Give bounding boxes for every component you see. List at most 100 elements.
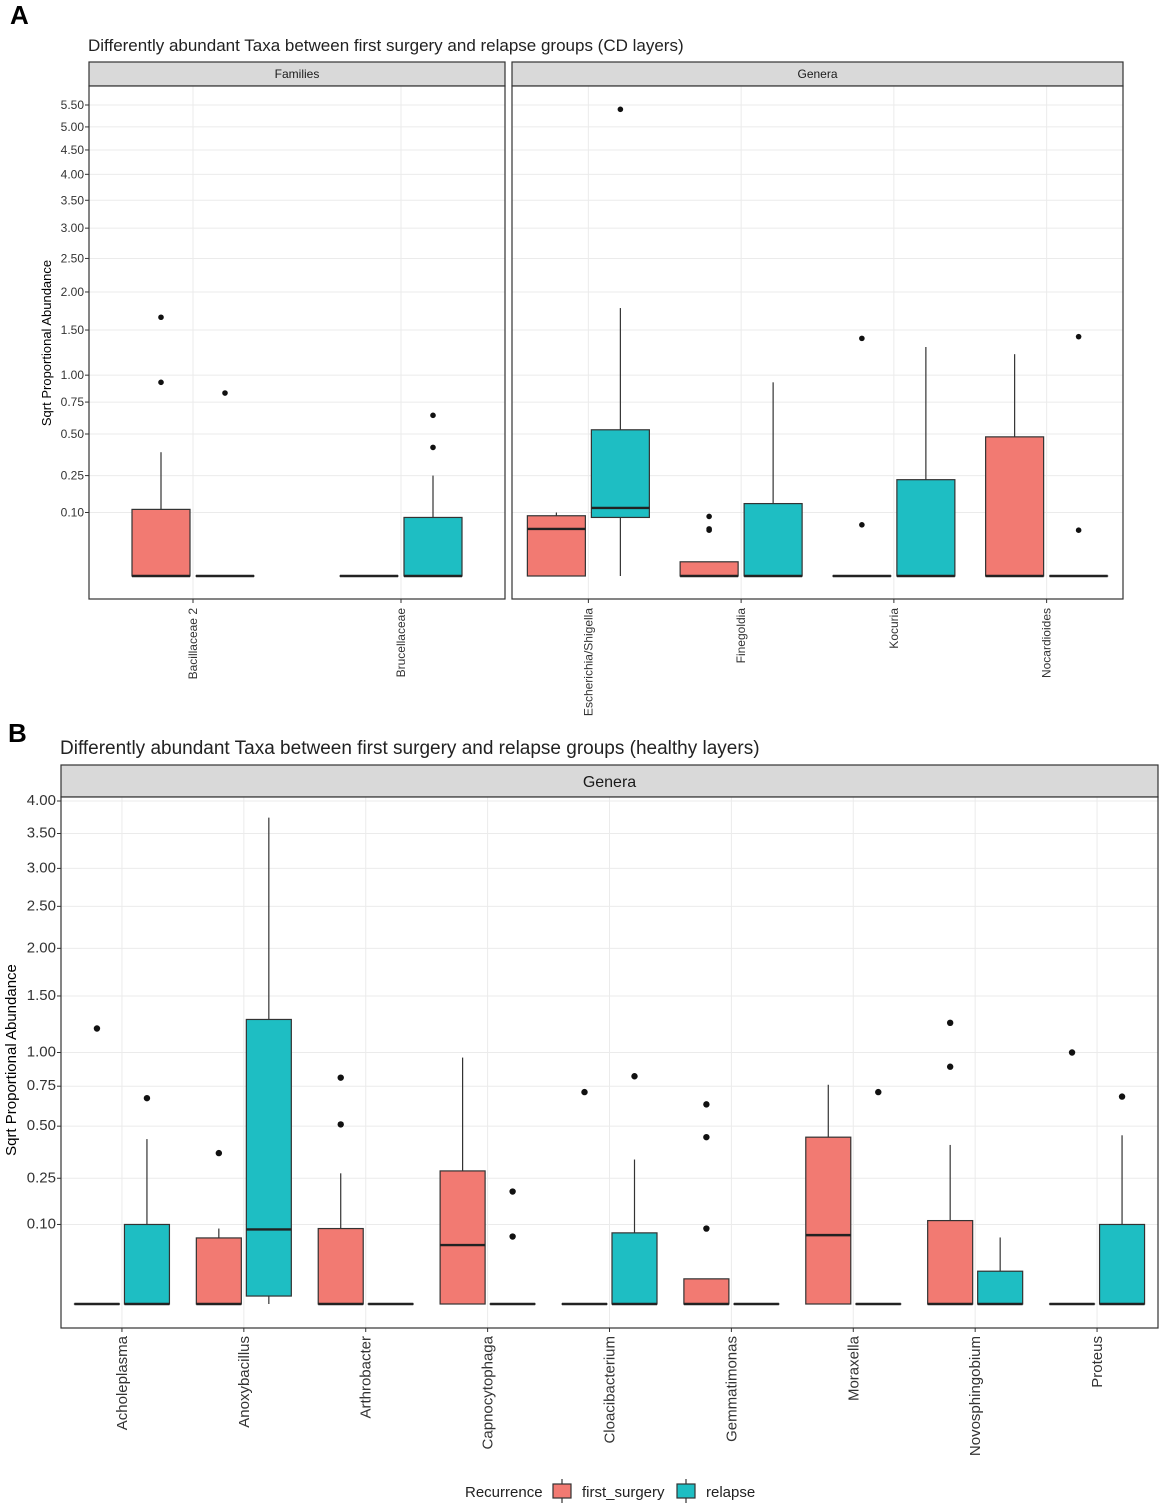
x-tick-label: Finegoldia (734, 608, 748, 664)
box-anoxybacillus-first-surgery (195, 1149, 242, 1306)
facet-strip-label: Genera (797, 67, 837, 81)
box-kocuria-first-surgery (832, 335, 892, 578)
x-tick-label: Acholeplasma (114, 1335, 131, 1430)
box-acholeplasma-relapse (123, 1094, 171, 1306)
category-cloacibacterium: Cloacibacterium (561, 1073, 658, 1444)
y-tick-label: 5.50 (61, 98, 85, 112)
y-tick-label: 0.25 (61, 469, 85, 483)
box-acholeplasma-first-surgery (73, 1025, 121, 1306)
outlier-point (1075, 527, 1082, 534)
category-proteus: Proteus (1048, 1049, 1146, 1388)
facet-strip (511, 61, 1124, 87)
outlier-point (337, 1074, 344, 1081)
x-tick-label: Arthrobacter (358, 1336, 375, 1419)
y-tick-label: 2.00 (27, 939, 56, 956)
y-tick-label: 3.00 (61, 221, 85, 235)
x-tick-label: Moraxella (845, 1335, 862, 1401)
x-tick-label: Capnocytophaga (480, 1335, 497, 1449)
y-tick-label: 1.00 (61, 368, 85, 382)
box-iqr (317, 1227, 364, 1305)
outlier-point (706, 526, 712, 532)
box-finegoldia-relapse (743, 382, 803, 578)
outlier-point (337, 1121, 344, 1128)
category-novosphingobium: Novosphingobium (927, 1019, 1024, 1456)
legend-title: Recurrence (465, 1484, 543, 1501)
category-kocuria: Kocuria (832, 335, 956, 649)
box-kocuria-relapse (896, 347, 956, 578)
y-tick-label: 0.75 (27, 1077, 56, 1094)
box-novosphingobium-first-surgery (927, 1019, 974, 1306)
outlier-point (509, 1233, 516, 1240)
category-bacillaceae-2: Bacillaceae 2 (131, 314, 255, 679)
box-iqr (123, 1223, 171, 1305)
outlier-point (158, 314, 164, 321)
box-moraxella-relapse (855, 1088, 902, 1306)
y-tick-label: 2.00 (61, 285, 85, 299)
outlier-point (158, 379, 164, 386)
facet-strip-label: Families (275, 67, 320, 81)
category-gemmatimonas: Gemmatimonas (683, 1101, 780, 1442)
y-tick-label: 0.50 (61, 427, 85, 441)
box-iqr (131, 508, 191, 577)
outlier-point (215, 1149, 223, 1157)
outlier-point (430, 444, 436, 451)
box-finegoldia-first-surgery (679, 513, 739, 578)
x-tick-label: Cloacibacterium (602, 1336, 619, 1444)
legend-label-first-surgery: first_surgery (582, 1484, 665, 1501)
category-capnocytophaga: Capnocytophaga (439, 1057, 536, 1449)
box-iqr (526, 515, 586, 577)
panel-b-title: Differently abundant Taxa between first … (60, 738, 760, 759)
box-escherichia-shigella-first-surgery (526, 512, 586, 577)
x-tick-label: Kocuria (887, 608, 901, 649)
y-tick-label: 5.00 (61, 120, 85, 134)
y-tick-label: 3.50 (27, 824, 56, 841)
legend-key-first-surgery (552, 1479, 572, 1503)
box-iqr (985, 436, 1045, 577)
x-tick-label: Gemmatimonas (723, 1336, 740, 1442)
facet-genera: Genera Acholeplasma Anoxybacillus Arthrobac… (60, 764, 1159, 1456)
box-proteus-relapse (1098, 1093, 1146, 1306)
plot-layer: Families Bacillaceae 2 Brucellaceae Genera E… (27, 61, 1159, 1456)
outlier-point (222, 390, 228, 396)
box-capnocytophaga-relapse (489, 1188, 536, 1306)
outlier-point (1075, 333, 1082, 340)
x-tick-label: Brucellaceae (394, 608, 408, 678)
outlier-point (509, 1188, 516, 1195)
x-tick-label: Nocardioides (1040, 608, 1054, 678)
panel-b-letter: B (8, 718, 27, 748)
box-moraxella-first-surgery (805, 1084, 852, 1305)
box-nocardioides-first-surgery (985, 354, 1045, 578)
outlier-point (946, 1019, 954, 1027)
box-iqr (977, 1270, 1024, 1305)
outlier-point (617, 106, 624, 113)
box-iqr (1098, 1223, 1146, 1305)
panel-a-title: Differently abundant Taxa between first … (88, 36, 684, 55)
plot-border (60, 796, 1159, 1329)
x-tick-label: Escherichia/Shigella (581, 608, 595, 716)
category-nocardioides: Nocardioides (985, 333, 1109, 678)
box-capnocytophaga-first-surgery (439, 1057, 486, 1305)
box-iqr (611, 1232, 658, 1305)
outlier-point (703, 1133, 710, 1141)
y-tick-label: 4.50 (61, 143, 85, 157)
outlier-point (703, 1101, 710, 1108)
chart-a: Families Bacillaceae 2 Brucellaceae Genera E… (61, 61, 1124, 716)
outlier-point (143, 1094, 151, 1102)
category-brucellaceae: Brucellaceae (339, 412, 463, 678)
y-tick-label: 2.50 (61, 251, 85, 265)
box-iqr (403, 516, 463, 577)
plot-border (88, 85, 506, 600)
facet-strip (88, 61, 506, 87)
box-iqr (896, 479, 956, 577)
y-tick-label: 0.50 (27, 1117, 56, 1134)
facet-families: Families Bacillaceae 2 Brucellaceae (88, 61, 506, 679)
x-tick-label: Proteus (1089, 1336, 1106, 1388)
outlier-point (93, 1025, 101, 1032)
box-escherichia-shigella-relapse (590, 106, 650, 576)
facet-genera: Genera Escherichia/Shigella Finegoldia Kocu… (511, 61, 1124, 716)
box-cloacibacterium-first-surgery (561, 1088, 608, 1306)
facet-strip-label: Genera (583, 774, 636, 791)
outlier-point (1118, 1093, 1126, 1100)
box-bacillaceae-2-first-surgery (131, 314, 191, 578)
